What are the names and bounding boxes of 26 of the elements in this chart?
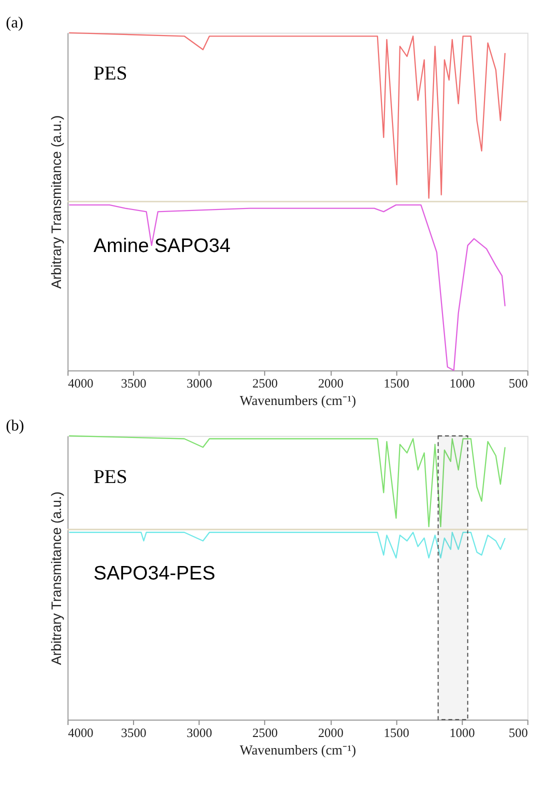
x-tick-label: 1000 [449,376,475,390]
x-tick-label: 3000 [186,726,212,740]
x-tick-label: 4000 [68,726,94,740]
x-tick-label: 2500 [252,726,278,740]
chart-title: (a) [6,14,24,32]
x-tick-label: 500 [508,726,528,740]
y-axis-title: Arbitrary Transmitance (a.u.) [49,492,64,665]
x-tick-label: 2000 [318,376,344,390]
x-tick-label: 1500 [384,726,410,740]
series-label: PES [94,466,128,488]
x-tick-label: 2000 [318,726,344,740]
x-tick-label: 2500 [252,376,278,390]
y-axis-title: Arbitrary Transmitance (a.u.) [49,115,64,289]
x-tick-label: 3500 [120,376,146,390]
series-label: PES [94,64,128,85]
x-tick-label: 1000 [449,726,475,740]
x-tick-label: 4000 [68,376,94,390]
series-label: SAPO34-PES [94,562,216,584]
chart-title: (b) [6,417,24,434]
x-axis-title: Wavenumbers (cm⁻¹) [240,393,356,408]
x-tick-label: 3500 [120,726,146,740]
x-tick-label: 1500 [384,376,410,390]
x-tick-label: 500 [508,376,528,390]
series-label: Amine SAPO34 [94,234,231,257]
x-axis-title: Wavenumbers (cm⁻¹) [240,742,356,758]
x-tick-label: 3000 [186,376,212,390]
